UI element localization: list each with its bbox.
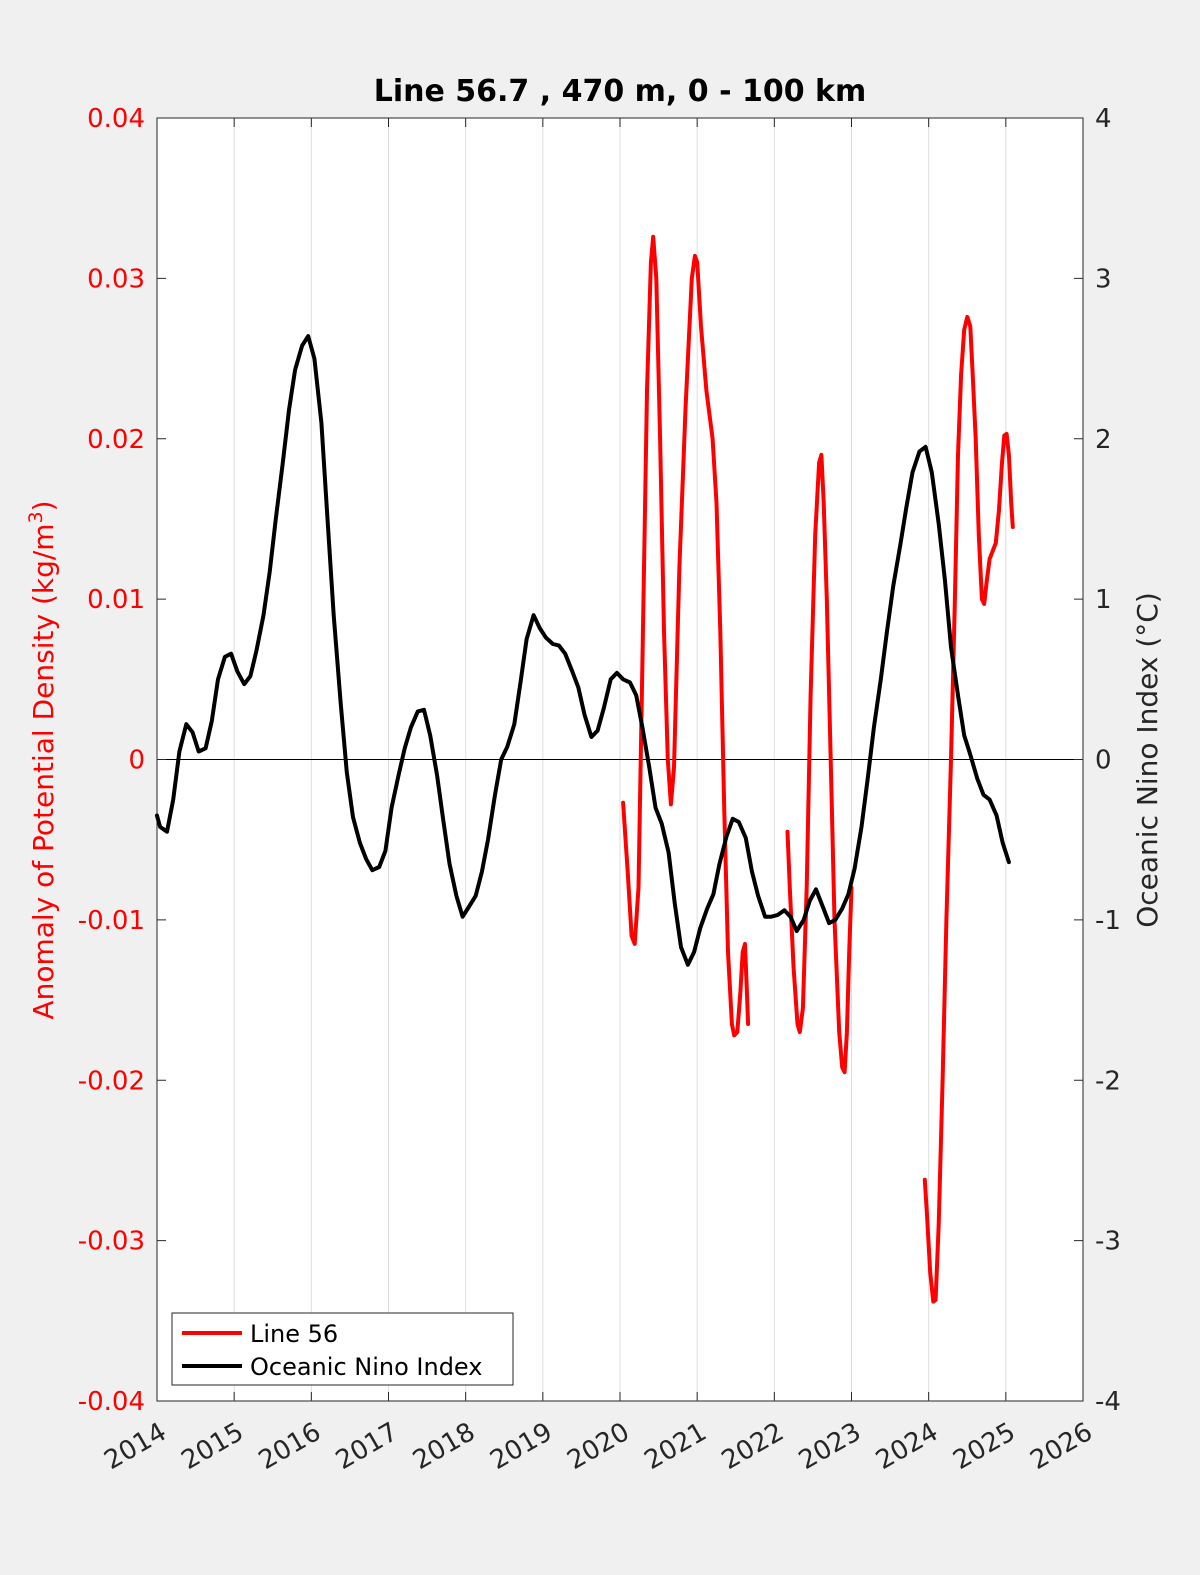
x-tick-label: 2014 — [99, 1417, 171, 1476]
y-left-tick-label: -0.03 — [78, 1227, 145, 1257]
y-right-tick-label: -4 — [1095, 1387, 1121, 1417]
y-axis-left-label-main: Anomaly of Potential Density (kg/m — [27, 523, 60, 1019]
x-tick-label: 2016 — [254, 1417, 326, 1476]
y-axis-left-label-superscript: 3 — [25, 511, 47, 523]
y-right-tick-label: -3 — [1095, 1227, 1121, 1257]
x-tick-label: 2017 — [331, 1417, 403, 1476]
x-tick-label: 2026 — [1025, 1417, 1097, 1476]
x-tick-label: 2020 — [562, 1417, 634, 1476]
x-tick-label: 2025 — [948, 1417, 1020, 1476]
x-tick-label: 2019 — [485, 1417, 557, 1476]
x-tick-label: 2022 — [717, 1417, 789, 1476]
y-left-tick-label: 0.03 — [87, 264, 145, 294]
x-tick-label: 2018 — [408, 1417, 480, 1476]
series-line-oceanic-nino-index — [155, 334, 1011, 967]
legend: Line 56 Oceanic Nino Index — [171, 1312, 514, 1386]
y-right-tick-label: -1 — [1095, 906, 1121, 936]
y-right-tick-label: 4 — [1095, 104, 1112, 134]
y-right-tick-label: -2 — [1095, 1066, 1121, 1096]
y-left-tick-label: -0.01 — [78, 906, 145, 936]
chart-title: Line 56.7 , 470 m, 0 - 100 km — [374, 74, 867, 109]
y-axis-left-label-close: ) — [27, 500, 60, 511]
y-left-tick-label: -0.02 — [78, 1066, 145, 1096]
y-left-tick-label: 0 — [128, 746, 145, 776]
legend-label-oni: Oceanic Nino Index — [250, 1353, 482, 1381]
x-tick-label: 2015 — [177, 1417, 249, 1476]
legend-box — [171, 1312, 514, 1386]
series-line-line-56 — [922, 314, 1015, 1304]
y-right-tick-label: 0 — [1095, 746, 1112, 776]
series-layer — [155, 234, 1015, 1304]
y-right-tick-label: 1 — [1095, 585, 1112, 615]
y-left-tick-label: 0.04 — [87, 104, 145, 134]
series-line-line-56 — [621, 234, 751, 1038]
y-right-tick-label: 3 — [1095, 264, 1112, 294]
y-left-tick-label: 0.01 — [87, 585, 145, 615]
x-tick-label: 2021 — [640, 1417, 712, 1476]
x-tick-label: 2024 — [871, 1417, 943, 1476]
x-tick-label: 2023 — [794, 1417, 866, 1476]
y-left-tick-label: 0.02 — [87, 425, 145, 455]
y-right-tick-label: 2 — [1095, 425, 1112, 455]
legend-label-line56: Line 56 — [250, 1320, 338, 1348]
series-line-line-56 — [785, 452, 854, 1075]
y-axis-left-label: Anomaly of Potential Density (kg/m3) — [25, 500, 60, 1019]
y-axis-right-label: Oceanic Nino Index (°C) — [1131, 592, 1164, 928]
y-left-tick-label: -0.04 — [78, 1387, 145, 1417]
